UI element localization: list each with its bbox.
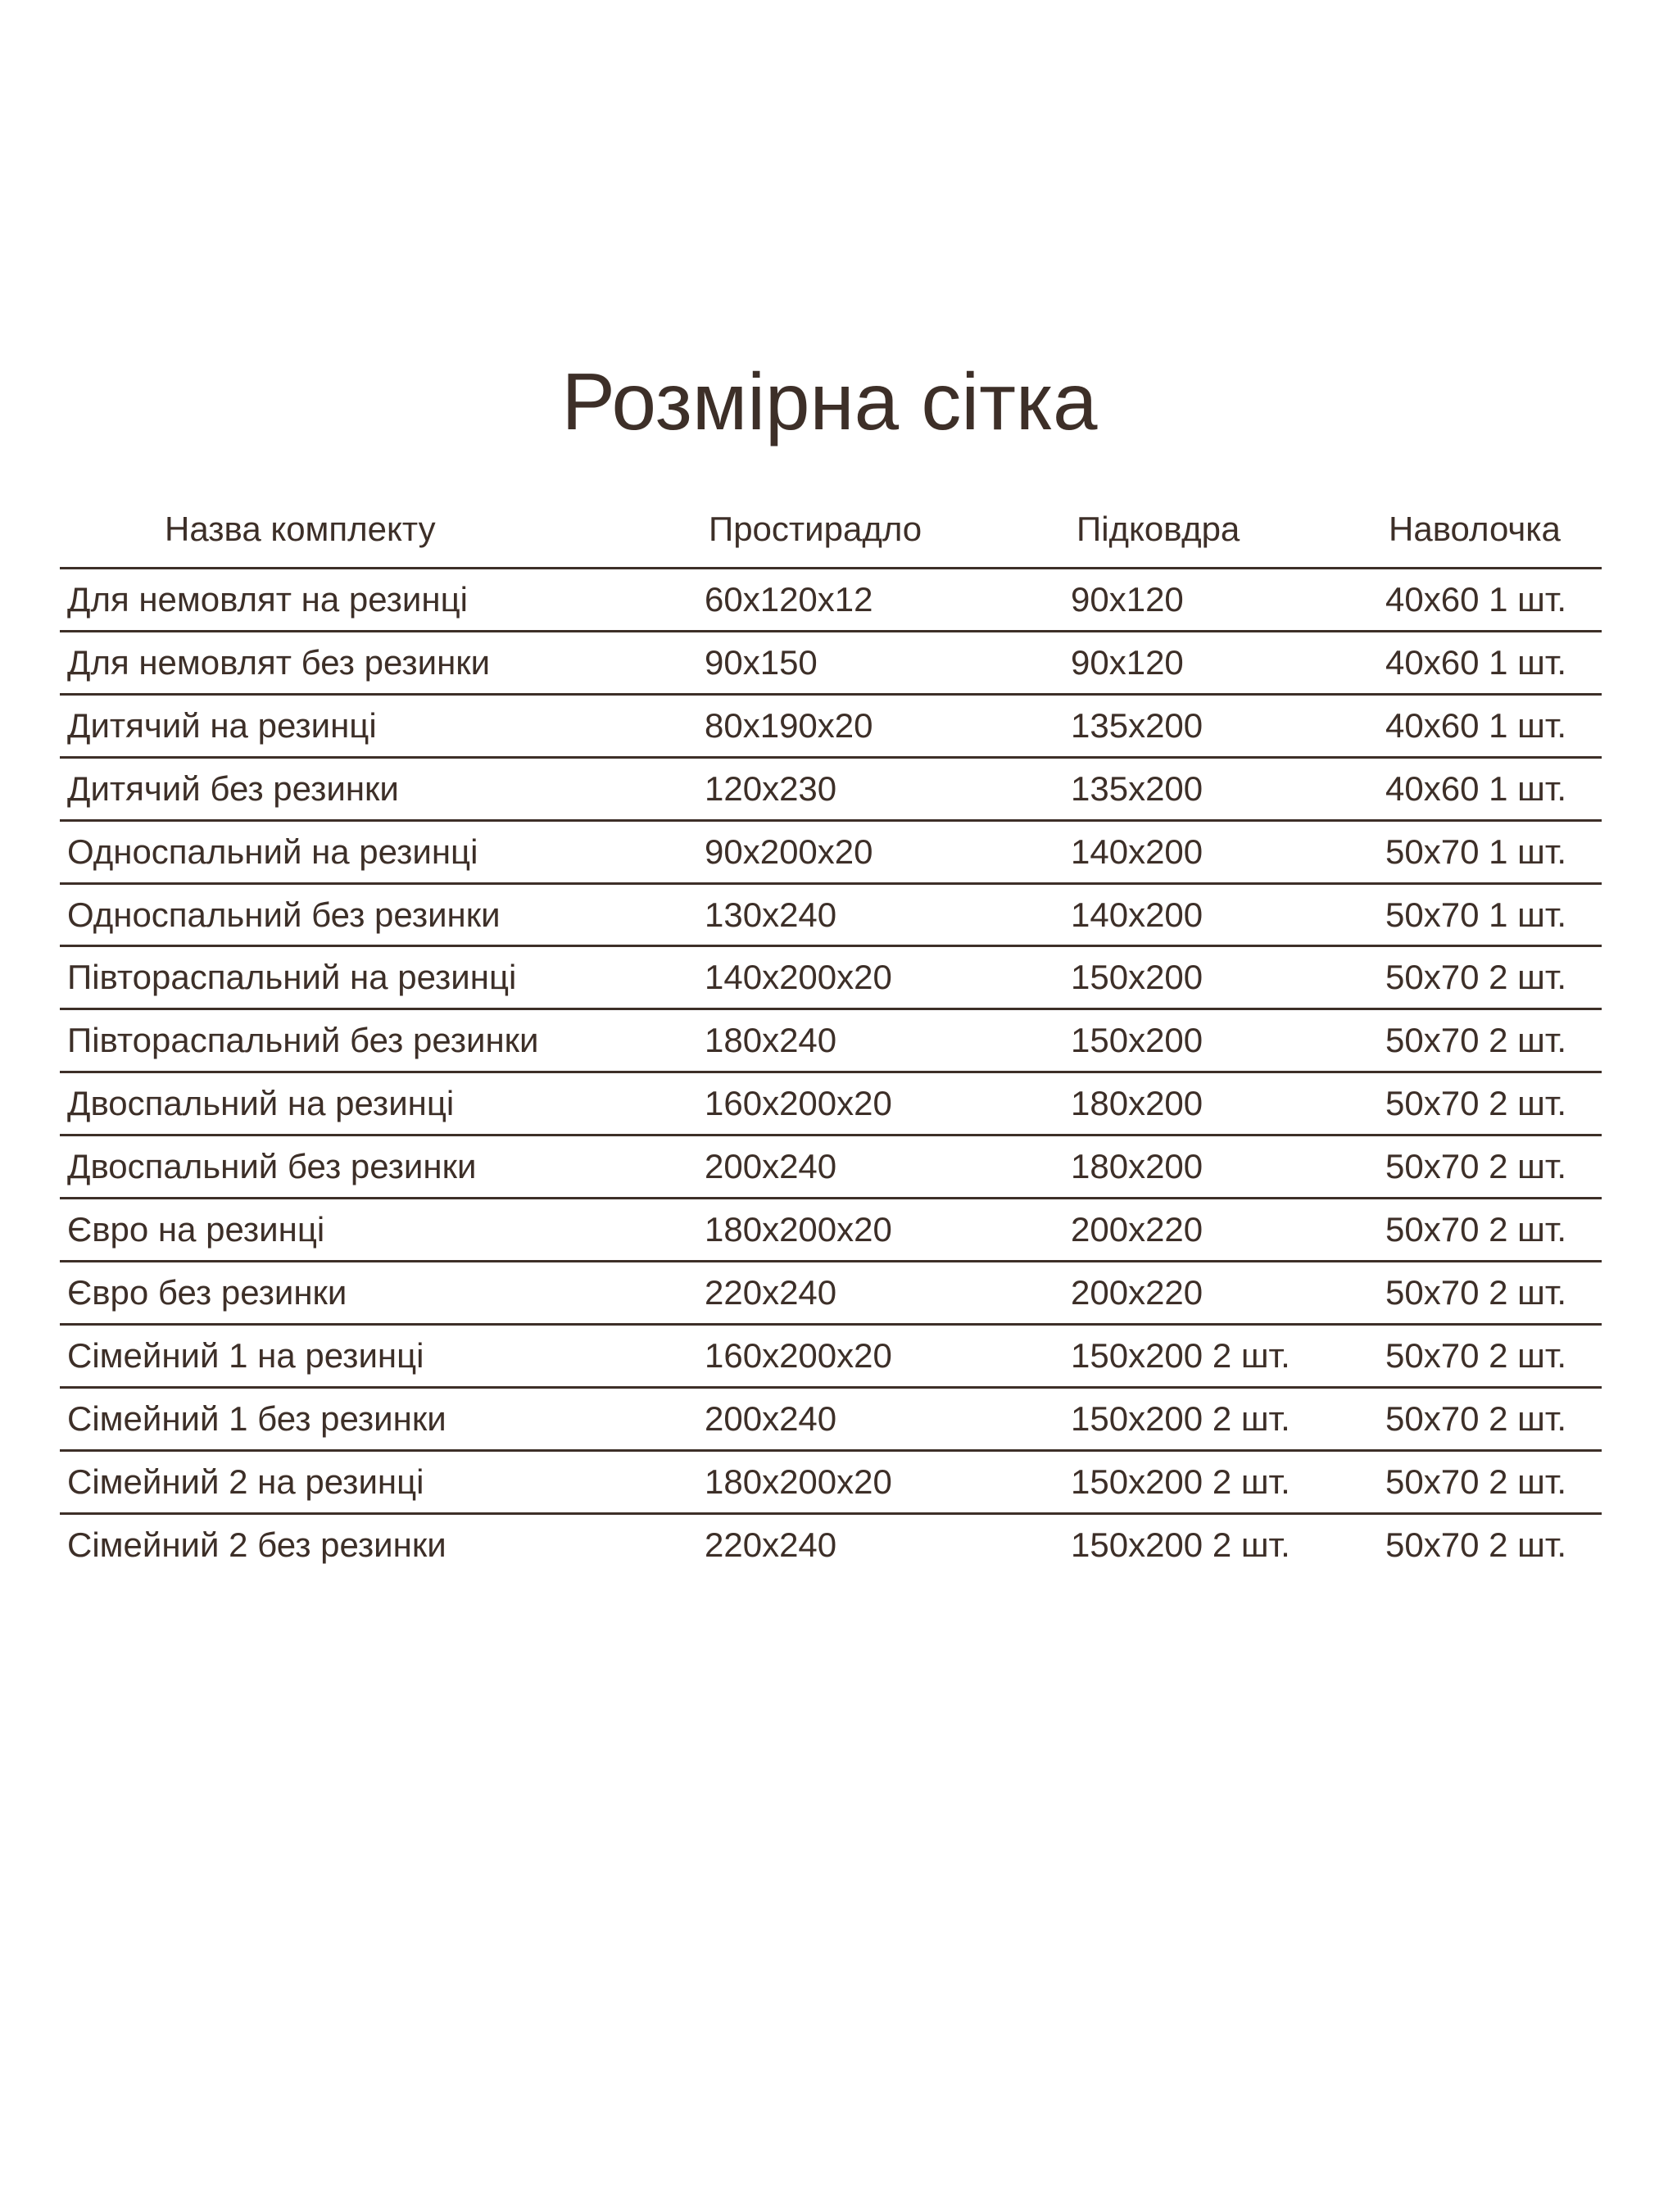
cell-pillowcase: 50x70 2 шт. (1385, 1210, 1567, 1249)
table-row: Двоспальний без резинки 200x240 180x200 50x… (60, 1134, 1602, 1197)
table-row: Півтораспальний на резинці 140x200x20 150x… (60, 945, 1602, 1008)
cell-pillowcase: 50x70 2 шт. (1385, 1021, 1567, 1060)
header-pillowcase: Наволочка (1389, 510, 1561, 548)
cell-duvet-cover: 180x200 (1071, 1084, 1203, 1123)
cell-set-name: Сімейний 1 без резинки (67, 1398, 446, 1438)
cell-set-name: Півтораспальний без резинки (67, 1021, 539, 1060)
cell-pillowcase: 40x60 1 шт. (1385, 768, 1567, 808)
table-row: Дитячий на резинці 80x190x20 135x200 40x60 … (60, 692, 1602, 756)
cell-sheet: 200x240 (705, 1398, 837, 1438)
cell-pillowcase: 40x60 1 шт. (1385, 705, 1567, 745)
cell-duvet-cover: 150x200 2 шт. (1071, 1398, 1290, 1438)
cell-sheet: 90x200x20 (705, 832, 873, 871)
cell-set-name: Для немовлят без резинки (67, 642, 491, 682)
cell-sheet: 90x150 (705, 642, 818, 682)
cell-duvet-cover: 150x200 (1071, 1021, 1203, 1060)
cell-duvet-cover: 90x120 (1071, 642, 1184, 682)
cell-pillowcase: 50x70 2 шт. (1385, 1525, 1567, 1564)
cell-set-name: Сімейний 2 на резинці (67, 1462, 424, 1501)
cell-set-name: Двоспальний на резинці (67, 1084, 455, 1123)
cell-set-name: Півтораспальний на резинці (67, 958, 517, 997)
cell-set-name: Односпальний на резинці (67, 832, 478, 871)
cell-sheet: 160x200x20 (705, 1084, 892, 1123)
table-row: Односпальний на резинці 90x200x20 140x200 5… (60, 818, 1602, 882)
cell-set-name: Дитячий на резинці (67, 705, 377, 745)
cell-pillowcase: 50x70 2 шт. (1385, 1462, 1567, 1501)
header-set-name: Назва комплекту (165, 510, 436, 548)
table-row: Сімейний 1 без резинки 200x240 150x200 2 ш… (60, 1385, 1602, 1449)
header-duvet-cover: Підковдра (1077, 510, 1240, 548)
cell-sheet: 220x240 (705, 1272, 837, 1312)
cell-set-name: Для немовлят на резинці (67, 580, 468, 619)
table-row: Для немовлят на резинці 60x120x12 90x120 40… (60, 567, 1602, 630)
table-row: Сімейний 2 на резинці 180x200x20 150x200 2… (60, 1448, 1602, 1512)
table-row: Євро на резинці 180x200x20 200x220 50x70 2 … (60, 1197, 1602, 1260)
cell-set-name: Євро на резинці (67, 1210, 325, 1249)
cell-pillowcase: 50x70 1 шт. (1385, 895, 1567, 934)
table-row: Сімейний 2 без резинки 220x240 150x200 2 ш… (60, 1512, 1602, 1575)
table-row: Для немовлят без резинки 90x150 90x120 40x6… (60, 629, 1602, 693)
cell-sheet: 220x240 (705, 1525, 837, 1564)
cell-duvet-cover: 180x200 (1071, 1147, 1203, 1186)
cell-duvet-cover: 200x220 (1071, 1272, 1203, 1312)
cell-sheet: 180x200x20 (705, 1462, 892, 1501)
cell-sheet: 180x240 (705, 1021, 837, 1060)
table-row: Євро без резинки 220x240 200x220 50x70 2 шт… (60, 1259, 1602, 1323)
cell-pillowcase: 40x60 1 шт. (1385, 580, 1567, 619)
cell-duvet-cover: 135x200 (1071, 705, 1203, 745)
table-row: Двоспальний на резинці 160x200x20 180x200 5… (60, 1071, 1602, 1134)
cell-set-name: Двоспальний без резинки (67, 1147, 477, 1186)
page-title: Розмірна сітка (561, 356, 1098, 446)
cell-sheet: 80x190x20 (705, 705, 873, 745)
cell-set-name: Євро без резинки (67, 1272, 347, 1312)
cell-sheet: 120x230 (705, 768, 837, 808)
cell-sheet: 60x120x12 (705, 580, 873, 619)
header-sheet: Простирадло (709, 510, 922, 548)
cell-pillowcase: 40x60 1 шт. (1385, 642, 1567, 682)
cell-sheet: 180x200x20 (705, 1210, 892, 1249)
table-row: Дитячий без резинки 120x230 135x200 40x60 1… (60, 755, 1602, 819)
cell-duvet-cover: 150x200 2 шт. (1071, 1525, 1290, 1564)
table-row: Сімейний 1 на резинці 160x200x20 150x200 2… (60, 1322, 1602, 1386)
cell-sheet: 200x240 (705, 1147, 837, 1186)
cell-set-name: Сімейний 1 на резинці (67, 1335, 424, 1375)
cell-set-name: Односпальний без резинки (67, 895, 501, 934)
cell-sheet: 160x200x20 (705, 1335, 892, 1375)
cell-pillowcase: 50x70 2 шт. (1385, 958, 1567, 997)
cell-sheet: 130x240 (705, 895, 837, 934)
cell-pillowcase: 50x70 2 шт. (1385, 1084, 1567, 1123)
cell-duvet-cover: 90x120 (1071, 580, 1184, 619)
cell-duvet-cover: 140x200 (1071, 895, 1203, 934)
cell-pillowcase: 50x70 2 шт. (1385, 1147, 1567, 1186)
cell-pillowcase: 50x70 2 шт. (1385, 1272, 1567, 1312)
cell-pillowcase: 50x70 2 шт. (1385, 1335, 1567, 1375)
cell-set-name: Дитячий без резинки (67, 768, 399, 808)
cell-pillowcase: 50x70 2 шт. (1385, 1398, 1567, 1438)
cell-duvet-cover: 150x200 (1071, 958, 1203, 997)
cell-sheet: 140x200x20 (705, 958, 892, 997)
cell-duvet-cover: 135x200 (1071, 768, 1203, 808)
cell-duvet-cover: 140x200 (1071, 832, 1203, 871)
cell-duvet-cover: 150x200 2 шт. (1071, 1462, 1290, 1501)
cell-duvet-cover: 150x200 2 шт. (1071, 1335, 1290, 1375)
cell-set-name: Сімейний 2 без резинки (67, 1525, 446, 1564)
table-row: Півтораспальний без резинки 180x240 150x20… (60, 1008, 1602, 1071)
table-row: Односпальний без резинки 130x240 140x200 50… (60, 882, 1602, 945)
cell-duvet-cover: 200x220 (1071, 1210, 1203, 1249)
cell-pillowcase: 50x70 1 шт. (1385, 832, 1567, 871)
